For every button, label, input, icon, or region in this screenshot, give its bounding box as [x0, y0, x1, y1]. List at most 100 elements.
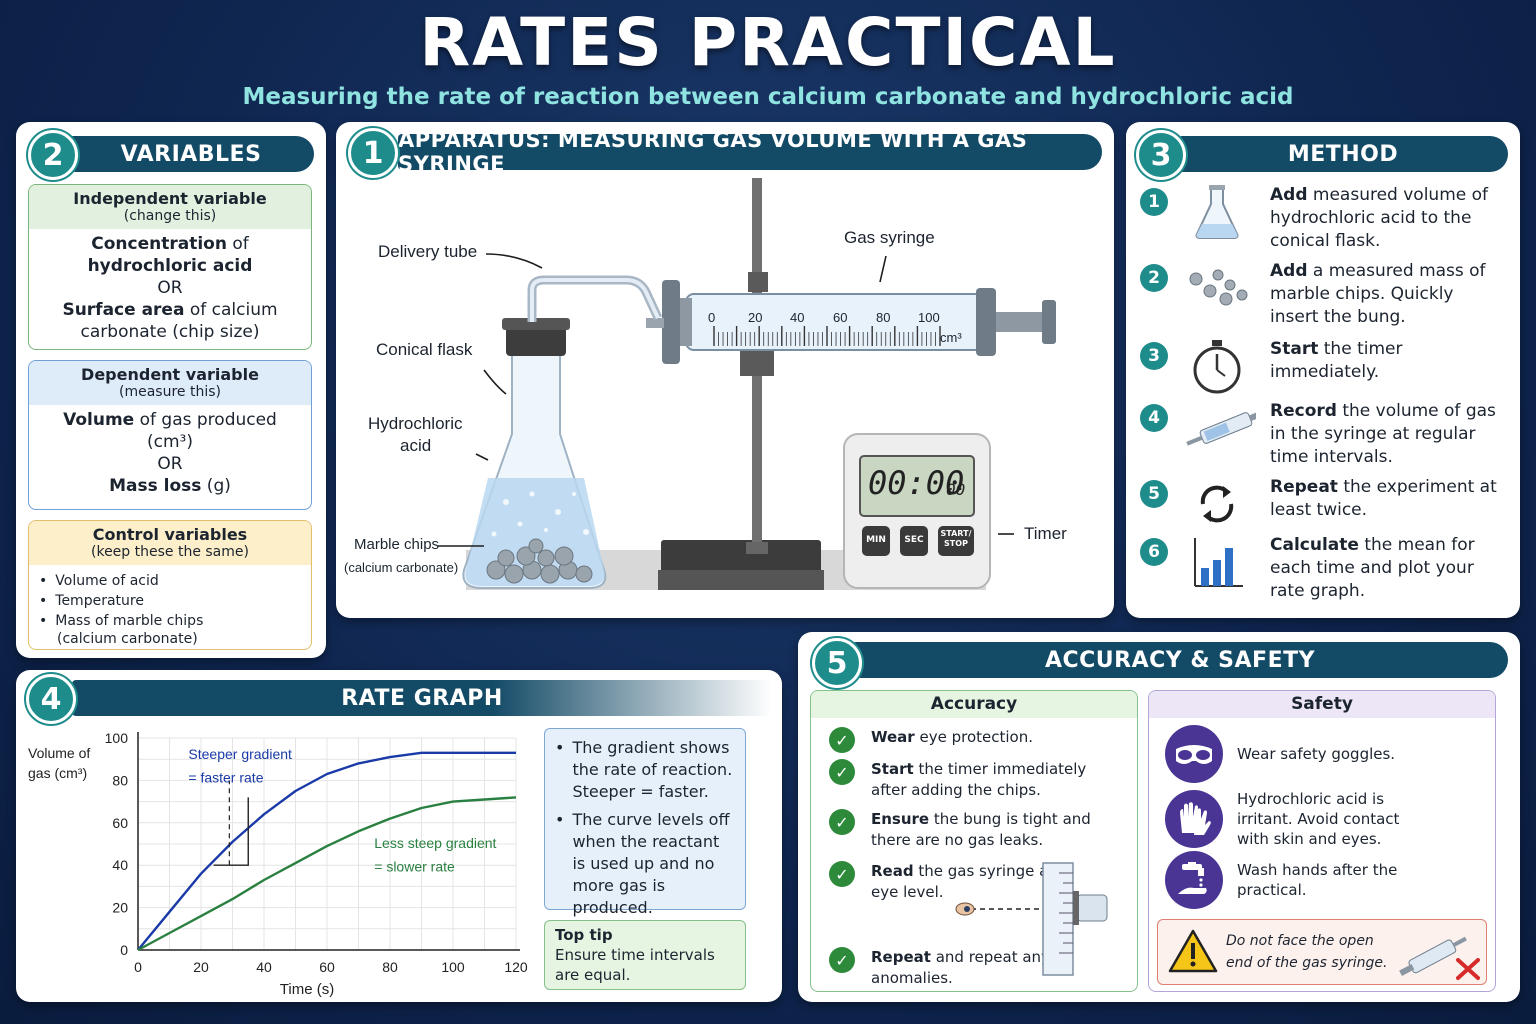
method-step-number: 1	[1140, 188, 1168, 216]
method-step-verb: Calculate	[1270, 535, 1359, 555]
apparatus-diagram	[438, 178, 1056, 590]
x-tick-label: 40	[256, 959, 272, 975]
independent-variable-box: Independent variable (change this) Conce…	[28, 184, 312, 350]
y-tick-label: 20	[112, 900, 128, 916]
safety-text: Wear safety goggles.	[1237, 745, 1396, 763]
syringe-scale-40: 40	[790, 310, 805, 325]
safety-text: Wash hands after the practical.	[1237, 861, 1398, 899]
method-heading: METHOD	[1178, 136, 1508, 172]
method-step: 5 Repeat the experiment at least twice.	[1140, 476, 1502, 532]
control-item: Volume of acid	[39, 571, 301, 591]
annotation-slow-1: Less steep gradient	[374, 835, 496, 851]
warning-text: Do not face the open end of the gas syri…	[1226, 933, 1388, 971]
goggles-icon	[1165, 725, 1223, 783]
x-tick-label: 0	[134, 959, 142, 975]
method-step-text: Add a measured mass of marble chips. Qui…	[1270, 260, 1502, 329]
y-tick-label: 40	[112, 857, 128, 873]
repeat-icon	[1178, 476, 1256, 532]
method-step-rest: the experiment at least twice.	[1270, 477, 1497, 520]
accuracy-item: ✓ Repeat and repeat any anomalies.	[829, 947, 1101, 989]
syringe-scale-ticks	[713, 326, 941, 346]
method-step-text: Add measured volume of hydrochloric acid…	[1270, 184, 1502, 253]
hand-wash-icon	[1165, 851, 1223, 909]
dependent-l2: (cm³)	[147, 432, 193, 452]
dependent-l1: of gas produced	[134, 410, 277, 430]
timer-min-label: MIN	[866, 535, 886, 545]
dependent-variable-box: Dependent variable (measure this) Volume…	[28, 360, 312, 510]
independent-title: Independent variable	[73, 189, 267, 208]
syringe-scale-0: 0	[708, 310, 716, 325]
y-tick-label: 80	[112, 772, 128, 788]
method-step-text: Start the timer immediately.	[1270, 338, 1502, 384]
control-item-cont: (calcium carbonate)	[57, 631, 198, 647]
safety-text: Hydrochloric acid is irritant. Avoid con…	[1237, 790, 1400, 848]
annotation-fast-1: Steeper gradient	[188, 746, 292, 762]
top-tip-box: Top tip Ensure time intervals are equal.	[544, 920, 746, 990]
method-step: 6 Calculate the mean for each time and pl…	[1140, 534, 1502, 603]
dependent-title: Dependent variable	[81, 365, 259, 384]
dependent-l4: (g)	[201, 476, 231, 496]
syringe-scale-80: 80	[876, 310, 891, 325]
accuracy-verb: Ensure	[871, 810, 930, 828]
check-icon: ✓	[829, 727, 855, 753]
annotation-slow-2: = slower rate	[374, 858, 455, 874]
x-tick-label: 120	[504, 959, 528, 975]
independent-l1b: Concentration	[91, 234, 227, 254]
method-step-verb: Add	[1270, 185, 1308, 205]
method-step-number: 3	[1140, 342, 1168, 370]
dependent-sub: (measure this)	[119, 384, 221, 400]
accuracy-item: ✓ Ensure the bung is tight and there are …	[829, 809, 1101, 851]
method-step-verb: Repeat	[1270, 477, 1338, 497]
warning-triangle-icon	[1168, 929, 1218, 973]
check-icon: ✓	[829, 809, 855, 835]
x-tick-label: 60	[319, 959, 335, 975]
accuracy-safety-heading: ACCURACY & SAFETY	[852, 642, 1508, 678]
series-line-0	[137, 751, 516, 951]
method-step-number: 2	[1140, 264, 1168, 292]
warning-box: Do not face the open end of the gas syri…	[1157, 919, 1487, 985]
x-tick-label: 100	[441, 959, 465, 975]
control-item: Mass of marble chips	[39, 611, 301, 631]
annotation-fast-2: = faster rate	[188, 769, 263, 785]
section-number-1: 1	[348, 128, 398, 178]
label-conical-flask: Conical flask	[376, 340, 473, 359]
method-panel: METHOD 3 1 Add measured volume of hydroch…	[1126, 122, 1520, 618]
x-axis-label: Time (s)	[280, 981, 334, 998]
x-tick-label: 80	[382, 959, 398, 975]
timer-display-small: 00	[946, 480, 966, 499]
label-marble-1: Marble chips	[354, 536, 440, 553]
note-1: The gradient shows the rate of reaction.…	[572, 738, 733, 801]
y-axis-label: Volume of	[28, 745, 90, 761]
independent-l4: of calcium	[184, 300, 278, 320]
control-variables-box: Control variables (keep these the same) …	[28, 520, 312, 650]
section-number-5: 5	[812, 638, 862, 688]
method-step-text: Repeat the experiment at least twice.	[1270, 476, 1502, 522]
accuracy-column: Accuracy ✓ Wear eye protection. ✓ Start the…	[810, 690, 1138, 992]
y-axis-label: gas (cm³)	[28, 765, 87, 781]
method-step-text: Calculate the mean for each time and plo…	[1270, 534, 1502, 603]
independent-l5: carbonate (chip size)	[80, 322, 260, 342]
method-step-number: 5	[1140, 480, 1168, 508]
accuracy-rest: the gas syringe at eye level.	[871, 862, 1055, 901]
syringe-plunger	[996, 312, 1044, 332]
label-hcl-1: Hydrochloric	[368, 414, 463, 433]
independent-or: OR	[157, 278, 183, 298]
method-step-rest: the mean for each time and plot your rat…	[1270, 535, 1475, 601]
accuracy-verb: Repeat	[871, 948, 931, 966]
accuracy-rest: the timer immediately after adding the c…	[871, 760, 1087, 799]
label-timer: Timer	[1024, 524, 1067, 543]
check-icon: ✓	[829, 947, 855, 973]
safety-title: Safety	[1149, 691, 1495, 718]
syringe-scale-60: 60	[833, 310, 848, 325]
timer-start-label: START/ STOP	[940, 529, 972, 548]
method-step: 4 Record the volume of gas in the syringe…	[1140, 400, 1502, 469]
safety-item: Hydrochloric acid is irritant. Avoid con…	[1165, 789, 1407, 849]
accuracy-item: ✓ Wear eye protection.	[829, 727, 1131, 753]
timer-min-button	[862, 526, 890, 556]
accuracy-text: Read the gas syringe at eye level.	[871, 861, 1061, 903]
section-number-2: 2	[28, 130, 78, 180]
method-step-rest: measured volume of hydrochloric acid to …	[1270, 185, 1489, 251]
method-step: 1 Add measured volume of hydrochloric aci…	[1140, 184, 1502, 253]
marble-chips-icon	[1178, 260, 1256, 316]
label-hcl-2: acid	[400, 436, 432, 455]
